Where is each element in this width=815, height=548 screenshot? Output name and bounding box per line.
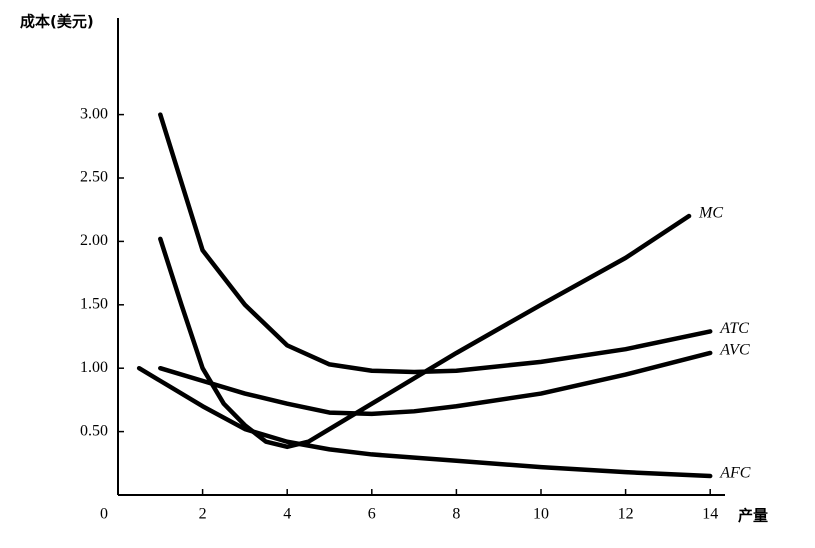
line xyxy=(158,350,713,417)
x-tick-label: 12 xyxy=(618,506,634,523)
x-tick-label: 6 xyxy=(368,506,376,523)
x-axis-label: 产量 xyxy=(738,507,768,525)
x-tick-label: 8 xyxy=(452,506,460,523)
y-tick-label: 3.00 xyxy=(80,105,108,122)
line xyxy=(158,112,713,375)
series-label: AFC xyxy=(719,465,751,482)
x-tick-label: 10 xyxy=(533,506,549,523)
series-label: ATC xyxy=(719,320,749,337)
x-tick-label: 14 xyxy=(702,506,718,523)
y-tick-label: 2.00 xyxy=(80,232,108,249)
line xyxy=(136,365,713,479)
y-tick-label: 0.50 xyxy=(80,422,108,439)
y-tick-label: 2.50 xyxy=(80,169,108,186)
series-label: AVC xyxy=(719,342,750,359)
line xyxy=(158,213,692,450)
y-tick-label: 1.50 xyxy=(80,295,108,312)
y-axis-label: 成本(美元) xyxy=(20,13,94,31)
series-label: MC xyxy=(698,205,723,222)
x-tick-label: 0 xyxy=(100,506,108,523)
x-tick-label: 4 xyxy=(283,506,291,523)
x-tick-label: 2 xyxy=(199,506,207,523)
y-tick-label: 1.00 xyxy=(80,359,108,376)
